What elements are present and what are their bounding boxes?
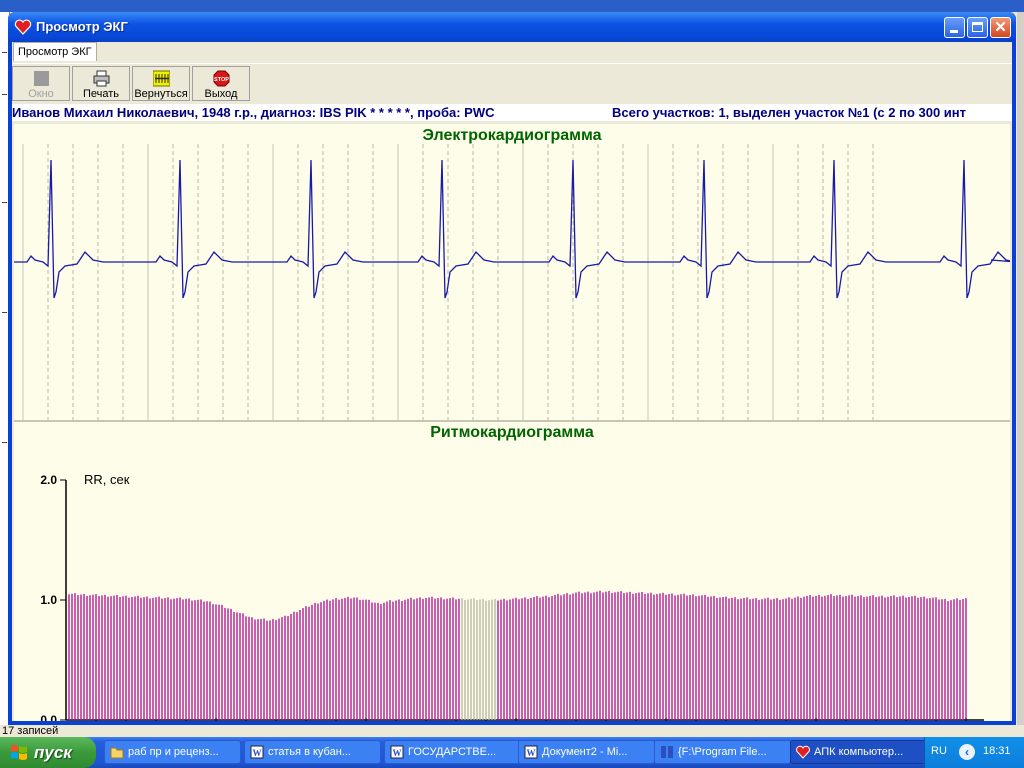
- edge-mark: [2, 94, 7, 95]
- background-window-edge-right: [1017, 12, 1024, 725]
- tab-strip: Просмотр ЭКГ: [12, 42, 1012, 62]
- y-tick-label: 2.0: [40, 473, 57, 487]
- start-label: пуск: [34, 743, 72, 762]
- taskbar-item-label: Документ2 - Mi...: [542, 746, 628, 758]
- window-icon: [34, 71, 49, 86]
- rhythm-panel: Ритмокардиограмма 0.01.02.0RR, сек501001…: [14, 422, 1010, 721]
- taskbar-item[interactable]: раб пр и реценз...: [104, 740, 241, 764]
- taskbar-item-label: раб пр и реценз...: [128, 746, 219, 758]
- svg-text:W: W: [393, 748, 402, 758]
- folder-icon: [110, 747, 124, 759]
- window-button[interactable]: Окно: [12, 66, 70, 101]
- ecg-panel: Электрокардиограмма: [14, 124, 1010, 422]
- return-button[interactable]: Вернуться: [132, 66, 190, 101]
- patient-info: Иванов Михаил Николаевич, 1948 г.р., диа…: [12, 105, 495, 120]
- background-window-titlebar: [0, 0, 1024, 12]
- word-icon: W: [390, 745, 404, 759]
- start-button[interactable]: пуск: [0, 737, 96, 768]
- heart-icon: [14, 19, 32, 35]
- taskbar-item[interactable]: W статья в кубан...: [244, 740, 381, 764]
- edge-mark: [2, 52, 7, 53]
- edge-mark: [2, 202, 7, 203]
- rhythm-chart: 0.01.02.0RR, сек50100150200250300n: [40, 472, 984, 721]
- tab-ecg-view[interactable]: Просмотр ЭКГ: [13, 42, 97, 61]
- taskbar-item-label: ГОСУДАРСТВЕ...: [408, 746, 497, 758]
- y-tick-label: 0.0: [40, 713, 57, 721]
- ecg-viewer-window: Просмотр ЭКГ ✕ Просмотр ЭКГ Окно Печать: [8, 12, 1016, 725]
- patient-info-bar: Иванов Михаил Николаевич, 1948 г.р., диа…: [12, 104, 1012, 121]
- taskbar-item[interactable]: {F:\Program File...: [654, 740, 791, 764]
- rhythm-title: Ритмокардиограмма: [430, 424, 594, 441]
- taskbar-item-label: статья в кубан...: [268, 746, 351, 758]
- print-button-label: Печать: [82, 88, 120, 100]
- print-button[interactable]: Печать: [72, 66, 130, 101]
- segment-info: Всего участков: 1, выделен участок №1 (с…: [612, 105, 967, 120]
- svg-text:W: W: [527, 748, 536, 758]
- app-icon: [661, 746, 673, 758]
- stop-icon: STOP: [213, 70, 230, 87]
- word-icon: W: [250, 745, 264, 759]
- windows-flag-icon: [11, 745, 27, 760]
- taskbar-item-label: {F:\Program File...: [678, 746, 767, 758]
- svg-text:W: W: [253, 748, 262, 758]
- title-bar[interactable]: Просмотр ЭКГ ✕: [8, 12, 1016, 42]
- ecg-grid: [22, 144, 874, 420]
- status-line: 17 записей: [0, 725, 1024, 737]
- ecg-trace: [14, 144, 1010, 420]
- maximize-icon: [972, 22, 983, 32]
- return-button-label: Вернуться: [134, 88, 188, 100]
- exit-button-label: Выход: [204, 88, 238, 100]
- minimize-icon: [950, 30, 958, 33]
- window-client-area: Просмотр ЭКГ Окно Печать: [12, 42, 1012, 721]
- printer-icon: [93, 70, 110, 87]
- taskbar-item[interactable]: W ГОСУДАРСТВЕ...: [384, 740, 521, 764]
- rr-bars: [68, 590, 967, 720]
- taskbar-item[interactable]: W Документ2 - Mi...: [518, 740, 655, 764]
- toolbar: Окно Печать Вернуться: [12, 63, 1012, 105]
- taskbar: пуск раб пр и реценз... W статья в кубан…: [0, 737, 1024, 768]
- taskbar-item-label: АПК компьютер...: [814, 746, 904, 758]
- return-icon: [153, 70, 170, 87]
- heart-icon: [796, 745, 810, 759]
- window-title: Просмотр ЭКГ: [36, 19, 128, 34]
- svg-text:STOP: STOP: [214, 77, 229, 83]
- tray-expand-icon[interactable]: ‹: [959, 744, 975, 760]
- system-tray: RU ‹ 18:31: [924, 737, 1024, 768]
- taskbar-item-active[interactable]: АПК компьютер...: [790, 740, 927, 764]
- edge-mark: [2, 442, 7, 443]
- ecg-waveform: [14, 159, 1010, 299]
- edge-mark: [2, 312, 7, 313]
- language-indicator[interactable]: RU: [931, 745, 947, 757]
- clock: 18:31: [983, 745, 1011, 757]
- word-icon: W: [524, 745, 538, 759]
- window-button-label: Окно: [28, 88, 54, 100]
- maximize-button[interactable]: [967, 17, 988, 38]
- close-icon: ✕: [994, 19, 1007, 36]
- minimize-button[interactable]: [944, 17, 965, 38]
- exit-button[interactable]: STOP Выход: [192, 66, 250, 101]
- y-tick-label: 1.0: [40, 593, 57, 607]
- close-button[interactable]: ✕: [990, 17, 1011, 38]
- y-axis-label: RR, сек: [84, 472, 130, 487]
- ecg-title: Электрокардиограмма: [422, 127, 602, 144]
